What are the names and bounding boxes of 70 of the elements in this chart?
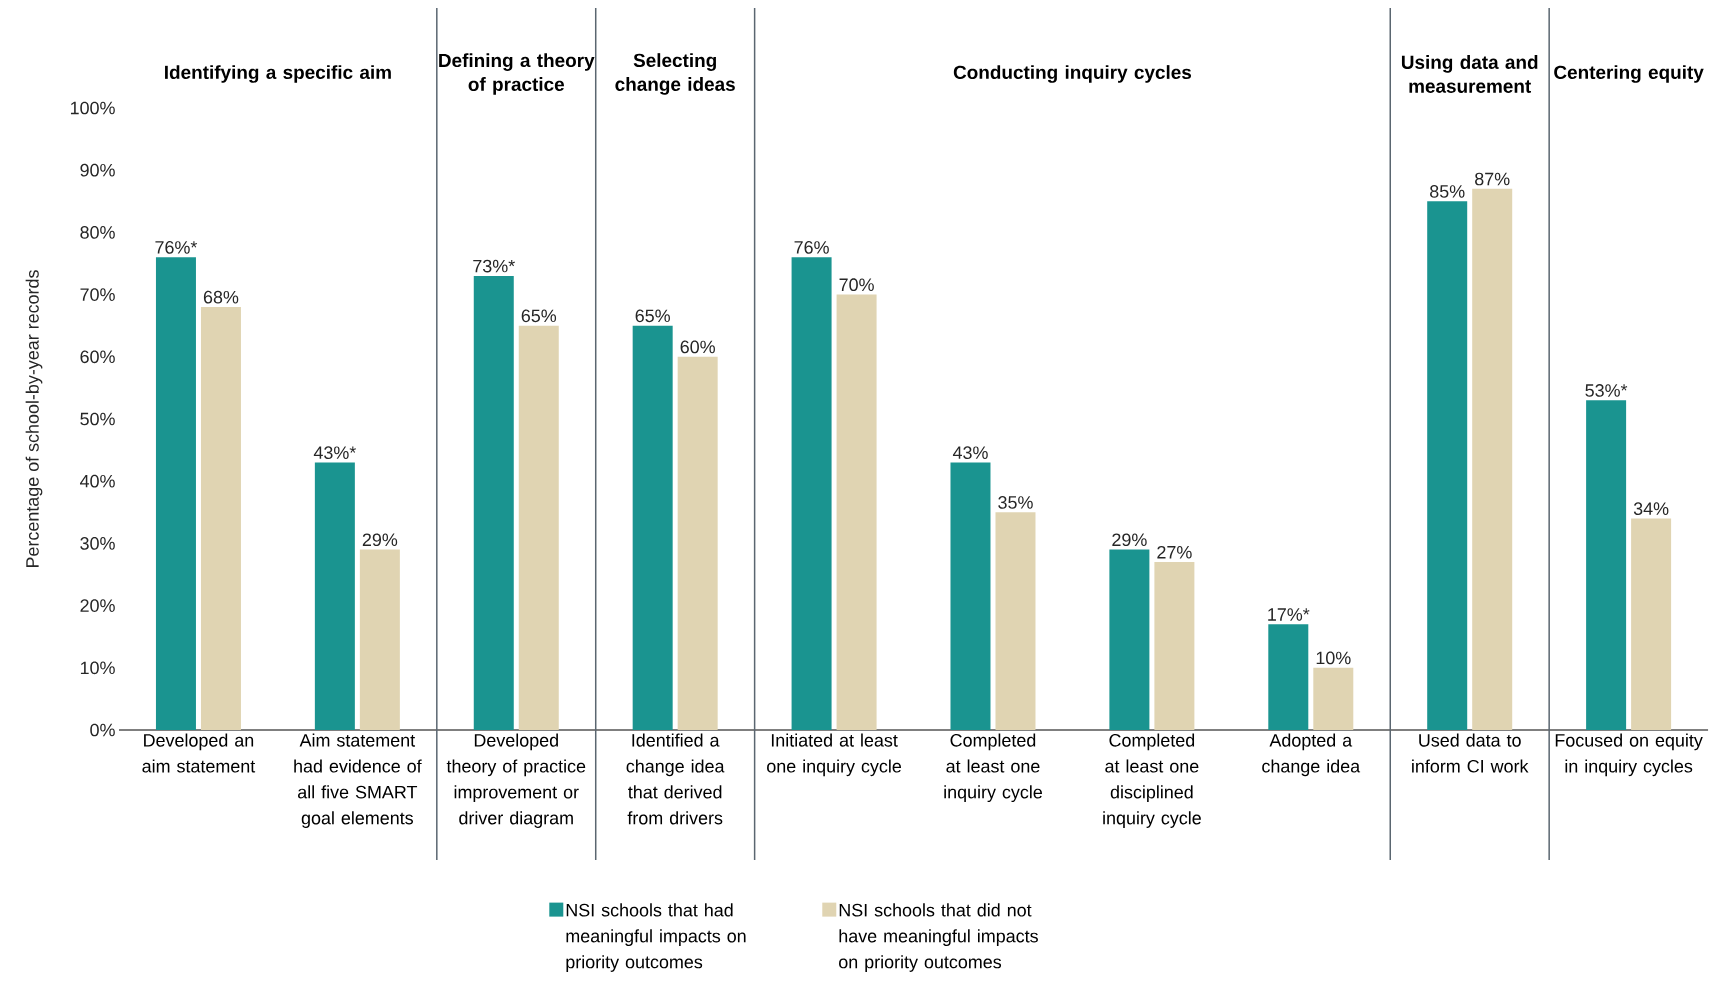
- data-label: 29%: [362, 533, 398, 547]
- y-tick-label: 100%: [70, 101, 115, 115]
- bar: [473, 275, 514, 730]
- bar: [1586, 400, 1627, 730]
- x-tick-label: Aim statement had evidence of all five SMART goal elements: [294, 733, 422, 828]
- text: Defining a theory of practice: [439, 53, 595, 95]
- text: Conducting inquiry cycles: [953, 65, 1192, 83]
- x-tick-label: Identified a change idea that derived from drivers: [626, 733, 725, 825]
- x-tick-label: Developed an aim statement: [142, 733, 256, 773]
- data-label: 65%: [635, 309, 670, 323]
- y-tick-label: 0%: [90, 723, 115, 737]
- data-label: 35%: [998, 496, 1033, 509]
- data-label: 43%: [952, 446, 988, 460]
- y-tick-label: 40%: [79, 474, 115, 488]
- data-label: 34%: [1633, 502, 1669, 515]
- x-tick-label: Initiated at least one inquiry cycle: [767, 733, 902, 777]
- data-label: 68%: [203, 290, 239, 304]
- y-tick-label: 30%: [80, 537, 115, 550]
- y-tick-label: 80%: [80, 226, 115, 239]
- bar: [1268, 624, 1309, 730]
- y-tick-label: 10%: [80, 661, 115, 675]
- bar: [1427, 201, 1468, 730]
- bar: [359, 549, 400, 730]
- text: Centering equity: [1554, 65, 1704, 83]
- data-label: 17%*: [1268, 608, 1310, 621]
- y-axis-title: Percentage of school-by-year records: [25, 270, 43, 568]
- bar: [518, 325, 559, 730]
- y-tick-label: 60%: [80, 350, 115, 364]
- bar: [632, 325, 673, 730]
- data-label: 29%: [1112, 533, 1147, 547]
- data-label: 76%*: [155, 241, 198, 254]
- data-label: 70%: [839, 278, 874, 292]
- data-label: 85%: [1430, 185, 1465, 198]
- data-label: 53%*: [1585, 384, 1628, 397]
- x-tick-label: Focused on equity in inquiry cycles: [1555, 733, 1703, 777]
- text: Selecting change ideas: [615, 53, 735, 95]
- bar: [314, 462, 355, 730]
- data-label: 76%: [794, 241, 829, 254]
- x-tick-label: Adopted a change idea: [1262, 733, 1361, 777]
- bar: [1154, 562, 1195, 730]
- data-label: 10%: [1316, 651, 1351, 665]
- bar: [200, 307, 241, 730]
- x-tick-label: Completed at least one disciplined inquiry cycle: [1103, 733, 1201, 828]
- bar: [677, 356, 718, 730]
- bar: [155, 257, 196, 730]
- legend-label: NSI schools that had meaningful impacts on priority outcomes: [566, 903, 746, 972]
- y-tick-label: 70%: [80, 288, 115, 301]
- data-label: 65%: [521, 309, 557, 323]
- y-tick-label: 90%: [80, 163, 115, 177]
- data-label: 87%: [1475, 172, 1510, 186]
- text: Using data and measurement: [1401, 55, 1538, 93]
- bar: [995, 512, 1036, 730]
- bar: [791, 257, 832, 730]
- bar: [1313, 667, 1354, 730]
- y-tick-label: 50%: [80, 412, 115, 426]
- bar: [1109, 549, 1150, 730]
- bar: [1472, 188, 1513, 730]
- y-tick-label: 20%: [80, 599, 115, 612]
- text: Identifying a specific aim: [165, 65, 391, 83]
- x-tick-label: Completed at least one inquiry cycle: [944, 733, 1042, 803]
- bar: [836, 294, 877, 730]
- legend-label: NSI schools that did not have meaningful impacts on priority outcomes: [839, 903, 1038, 972]
- bar: [950, 462, 991, 730]
- x-tick-label: Developed theory of practice improvement or driver diagram: [446, 733, 586, 828]
- data-label: 43%*: [313, 446, 357, 460]
- data-label: 73%*: [473, 259, 515, 273]
- bar: [1631, 518, 1672, 730]
- x-tick-label: Used data to inform CI work: [1412, 733, 1529, 773]
- data-label: 60%: [680, 340, 715, 354]
- data-label: 27%: [1157, 545, 1192, 559]
